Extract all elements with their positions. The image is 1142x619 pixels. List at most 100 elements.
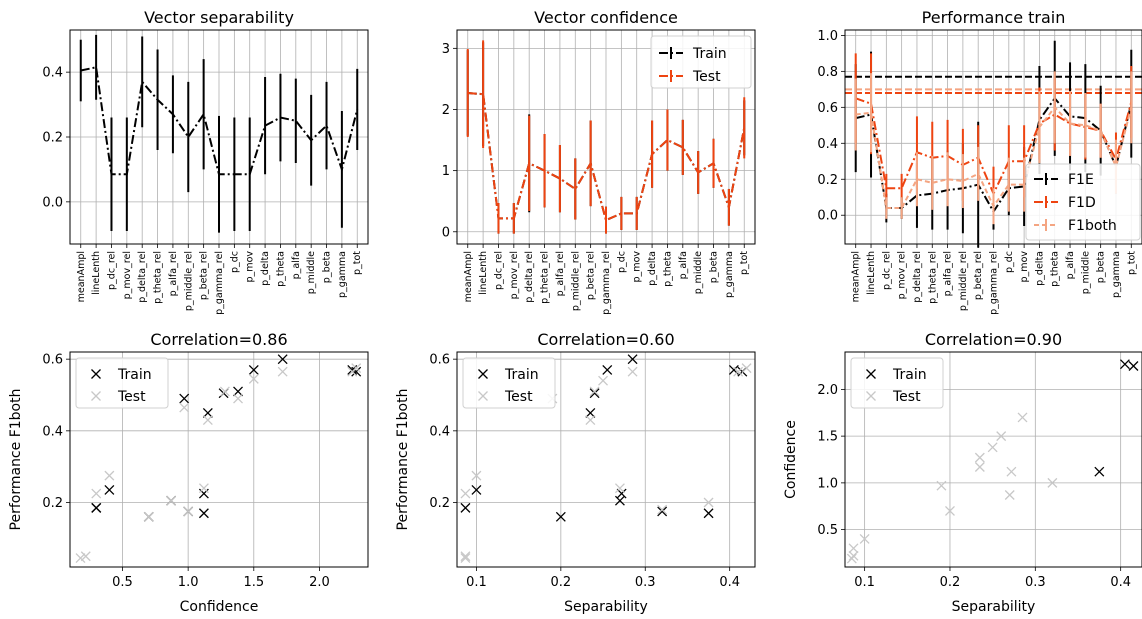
y-tick-label: 0.0 <box>817 209 838 224</box>
x-tick-label: p_mov <box>245 251 256 283</box>
legend-item-label: Train <box>692 46 727 62</box>
axes-frame <box>456 29 756 245</box>
y-tick-label: 1.0 <box>817 29 838 44</box>
scatter-point <box>703 508 714 519</box>
scatter-point <box>1119 359 1130 370</box>
chart-3: Performance train 0.0 0.2 0.4 0.6 0.8 1.0 meanA… <box>817 8 1142 315</box>
scatter-point <box>945 505 955 516</box>
x-tick-label: 0.1 <box>466 575 487 590</box>
x-tick-label: p_beta_rel <box>973 251 984 300</box>
scatter-point <box>104 470 115 481</box>
x-tick-label: p_beta_rel <box>586 251 597 300</box>
x-tick-label: p_beta <box>322 251 333 283</box>
scatter-point <box>202 415 213 426</box>
x-tick-label: p_theta <box>275 251 286 287</box>
scatter-point <box>460 502 471 513</box>
scatter-point <box>460 553 471 564</box>
y-tick-label: 2.0 <box>817 383 838 398</box>
x-tick-label: meanAmpl <box>463 251 474 302</box>
x-tick-label: p_beta_rel <box>199 251 210 300</box>
legend-label: Test <box>504 389 533 405</box>
series-Train <box>1094 359 1139 477</box>
scatter-point <box>974 462 985 472</box>
scatter-point <box>703 497 714 508</box>
legend-item-label: F1E <box>1068 172 1094 188</box>
series-1 <box>79 34 359 233</box>
scatter-point <box>627 354 638 365</box>
scatter-point <box>460 488 471 499</box>
scatter-point <box>614 483 625 494</box>
y-tick-label: 0.4 <box>42 424 63 439</box>
scatter-point <box>80 551 91 562</box>
scatter-point <box>589 388 600 399</box>
y-tick-label: 0.5 <box>817 523 838 538</box>
series-Test <box>846 412 1058 564</box>
scatter-point <box>585 415 596 426</box>
x-tick-label: p_delta_rel <box>524 251 535 303</box>
axes-frame <box>69 351 369 568</box>
scatter-point <box>219 386 230 397</box>
legend-marker <box>478 391 488 401</box>
legend: F1E F1D F1both <box>1025 163 1141 241</box>
chart-title: Performance train <box>922 8 1066 27</box>
y-tick-label: 0.2 <box>42 496 63 511</box>
scatter-point <box>555 511 566 522</box>
x-tick-label: 0.5 <box>112 575 133 590</box>
scatter-point <box>198 483 209 494</box>
x-tick-label: p_beta <box>1096 251 1107 283</box>
scatter-point <box>277 366 288 377</box>
chart-2: Vector confidence 0 1 2 3 meanAmpl lineLenth p_… <box>442 8 756 315</box>
y-tick-label: 0.4 <box>42 66 63 81</box>
x-tick-label: p_theta_rel <box>927 251 938 304</box>
scatter-point <box>585 407 596 418</box>
x-tick-label: p_alfa <box>678 251 689 279</box>
x-tick-label: 0.3 <box>635 575 656 590</box>
x-tick-label: p_tot <box>352 251 363 275</box>
scatter-point <box>91 502 102 513</box>
chart-4: Correlation=0.86 0.2 0.4 0.6 0.5 1.0 1.5 2.0 Con… <box>8 330 369 615</box>
scatter-point <box>277 354 288 365</box>
x-tick-label: p_dc_rel <box>881 251 892 290</box>
x-tick-label: p_gamma <box>724 251 735 298</box>
x-tick-label: p_dc <box>229 251 240 273</box>
x-tick-label: p_alfa_rel <box>943 251 954 296</box>
x-tick-label: 0.4 <box>1110 575 1131 590</box>
y-tick-label: 0.2 <box>817 173 838 188</box>
legend-marker <box>478 369 488 379</box>
x-tick-label: p_alfa <box>291 251 302 279</box>
scatter-point <box>1017 412 1028 423</box>
scatter-point <box>198 488 209 499</box>
x-tick-label: 1.5 <box>243 575 264 590</box>
x-tick-label: p_gamma_rel <box>989 251 1000 315</box>
scatter-point <box>471 484 482 495</box>
scatter-point <box>848 550 859 561</box>
series-Train <box>460 354 748 522</box>
y-tick-label: 0.0 <box>42 195 63 210</box>
legend-label: Train <box>504 367 539 383</box>
legend: Train Test <box>75 357 169 409</box>
y-tick-label: 0.6 <box>429 353 450 368</box>
x-tick-label: p_theta <box>1050 251 1061 287</box>
x-tick-label: p_tot <box>1126 251 1137 275</box>
x-tick-label: lineLenth <box>91 251 102 295</box>
legend-marker <box>866 369 876 379</box>
legend: Train Test <box>650 35 752 89</box>
scatter-point <box>233 393 243 404</box>
x-tick-label: p_mov_rel <box>122 251 133 299</box>
legend-label: Test <box>892 389 921 405</box>
x-tick-label: p_mov_rel <box>897 251 908 299</box>
scatter-point <box>1004 490 1015 500</box>
scatter-point <box>627 366 638 377</box>
x-tick-label: p_dc <box>616 251 627 273</box>
x-tick-label: p_theta_rel <box>153 251 164 304</box>
y-tick-label: 0.4 <box>817 137 838 152</box>
x-tick-label: p_gamma_rel <box>601 251 612 315</box>
y-tick-label: 0.6 <box>42 353 63 368</box>
x-tick-label: p_middle <box>1080 251 1091 294</box>
x-tick-label: p_delta <box>260 251 271 286</box>
x-tick-label: 1.0 <box>178 575 199 590</box>
x-tick-label: 0.1 <box>854 575 875 590</box>
series-Test <box>466 40 746 234</box>
x-tick-label: 0.2 <box>940 575 961 590</box>
x-tick-label: p_middle_rel <box>183 251 194 311</box>
